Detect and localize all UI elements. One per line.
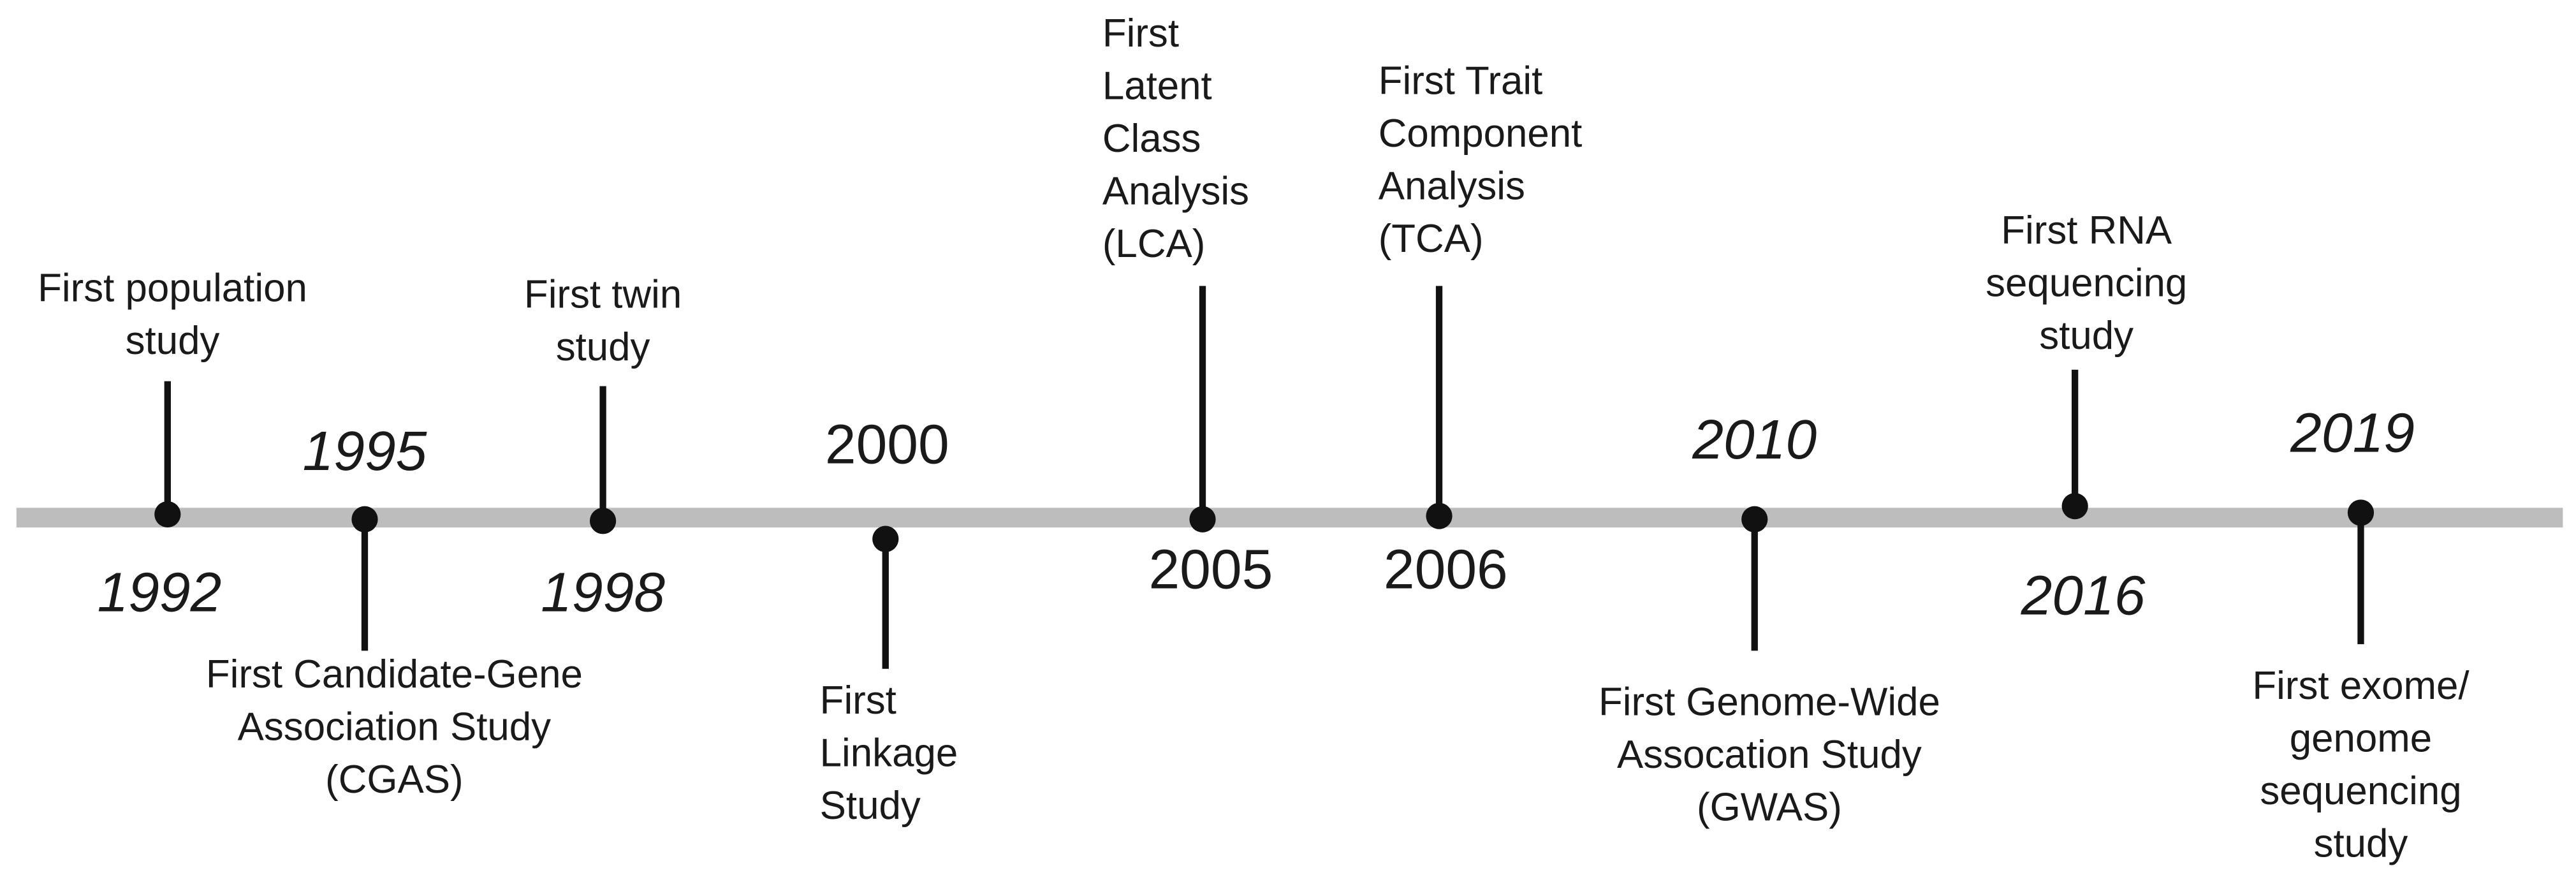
event-label: Linkage: [820, 731, 958, 775]
event-dot: [589, 508, 617, 534]
event-dot: [154, 501, 181, 528]
event-label: study: [556, 325, 650, 369]
event-dot: [2347, 499, 2375, 526]
event-label: sequencing: [1986, 261, 2187, 305]
event-year: 1992: [97, 561, 221, 623]
event-year: 2005: [1148, 538, 1273, 600]
event-label: Analysis: [1379, 165, 1525, 209]
event-year: 2006: [1384, 538, 1508, 600]
event-label: Component: [1379, 112, 1583, 156]
event-label: First exome/: [2252, 664, 2470, 708]
event-dot: [2061, 493, 2088, 520]
event-label: Study: [820, 784, 921, 828]
event-label: (GWAS): [1697, 786, 1842, 830]
event-year: 2000: [825, 413, 949, 476]
event-year: 2019: [2290, 402, 2415, 464]
event-label: study: [2314, 821, 2408, 865]
event-label: (TCA): [1379, 217, 1484, 261]
event-label: Latent: [1102, 64, 1212, 108]
event-label: Class: [1102, 117, 1201, 161]
event-label: (CGAS): [325, 758, 463, 802]
event-dot: [1741, 506, 1768, 533]
event-year: 1995: [303, 420, 427, 482]
event-label: First Trait: [1379, 59, 1543, 103]
event-label: First twin: [524, 273, 682, 317]
event-label: study: [2039, 314, 2133, 358]
event-dot: [1426, 503, 1453, 529]
event-label: study: [126, 319, 220, 363]
event-label: First: [820, 679, 896, 723]
event-label: First: [1102, 11, 1179, 55]
event-label: (LCA): [1102, 222, 1205, 266]
event-label: First Candidate-Gene: [206, 652, 583, 696]
event-year: 2016: [2021, 564, 2146, 627]
event-year: 2010: [1692, 408, 1817, 471]
event-dot: [872, 525, 899, 552]
event-label: Association Study: [238, 705, 552, 749]
event-label: First Genome-Wide: [1599, 680, 1940, 724]
event-dot: [1189, 506, 1216, 533]
event-label: Analysis: [1102, 169, 1249, 213]
event-label: sequencing: [2260, 769, 2461, 813]
event-label: Assocation Study: [1617, 733, 1922, 777]
event-label: genome: [2290, 716, 2432, 760]
event-year: 1998: [541, 561, 665, 623]
event-dot: [351, 506, 378, 533]
event-label: First RNA: [2001, 209, 2172, 253]
event-label: First population: [38, 266, 307, 310]
